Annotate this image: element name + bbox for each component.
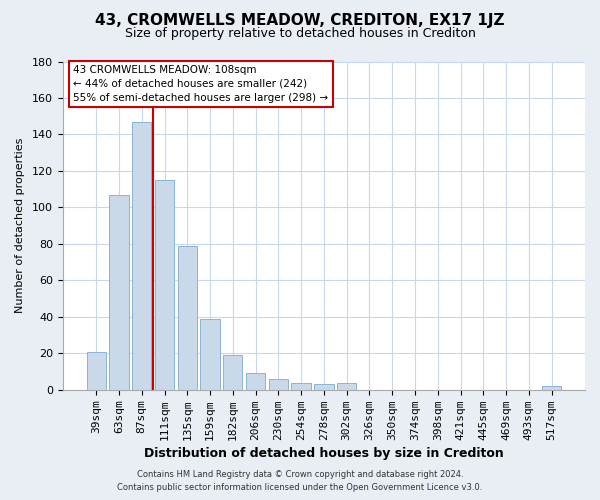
Text: Contains HM Land Registry data © Crown copyright and database right 2024.
Contai: Contains HM Land Registry data © Crown c… — [118, 470, 482, 492]
Bar — [269, 379, 288, 390]
Bar — [200, 318, 220, 390]
Bar — [223, 355, 242, 390]
Bar — [246, 374, 265, 390]
Bar — [542, 386, 561, 390]
Bar — [292, 382, 311, 390]
Bar — [314, 384, 334, 390]
Bar — [337, 382, 356, 390]
Text: 43, CROMWELLS MEADOW, CREDITON, EX17 1JZ: 43, CROMWELLS MEADOW, CREDITON, EX17 1JZ — [95, 12, 505, 28]
Bar — [155, 180, 174, 390]
Y-axis label: Number of detached properties: Number of detached properties — [15, 138, 25, 314]
Bar — [86, 352, 106, 390]
X-axis label: Distribution of detached houses by size in Crediton: Distribution of detached houses by size … — [144, 447, 504, 460]
Text: Size of property relative to detached houses in Crediton: Size of property relative to detached ho… — [125, 28, 475, 40]
Bar — [178, 246, 197, 390]
Text: 43 CROMWELLS MEADOW: 108sqm
← 44% of detached houses are smaller (242)
55% of se: 43 CROMWELLS MEADOW: 108sqm ← 44% of det… — [73, 65, 328, 103]
Bar — [109, 194, 128, 390]
Bar — [132, 122, 151, 390]
